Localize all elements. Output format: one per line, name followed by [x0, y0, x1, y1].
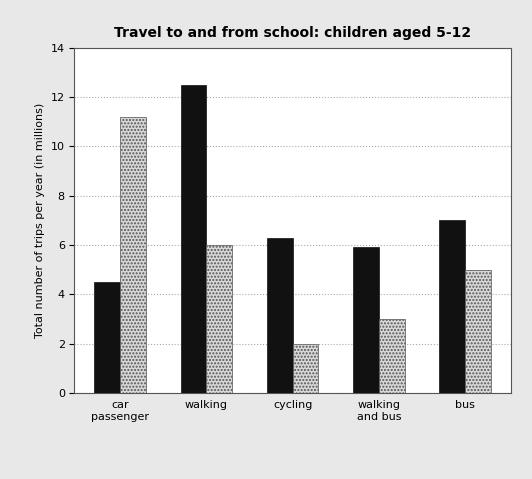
- Bar: [293, 343, 319, 393]
- Bar: [465, 270, 491, 393]
- Bar: [353, 248, 379, 393]
- Title: Travel to and from school: children aged 5-12: Travel to and from school: children aged…: [114, 26, 471, 40]
- Bar: [206, 245, 232, 393]
- Y-axis label: Total number of trips per year (in millions): Total number of trips per year (in milli…: [35, 103, 45, 338]
- Bar: [94, 282, 120, 393]
- Bar: [379, 319, 405, 393]
- Bar: [120, 117, 146, 393]
- Bar: [439, 220, 465, 393]
- Bar: [267, 238, 293, 393]
- Bar: [180, 85, 206, 393]
